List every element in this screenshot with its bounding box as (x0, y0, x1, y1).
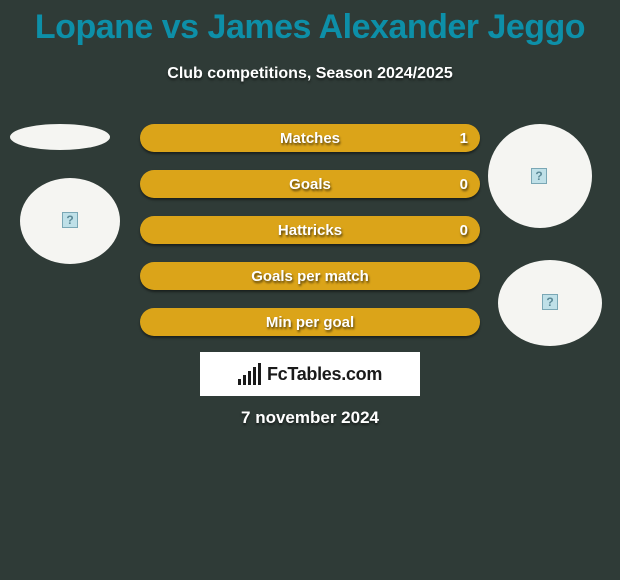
stat-label: Goals per match (140, 262, 480, 290)
comparison-infographic: Lopane vs James Alexander Jeggo Club com… (0, 0, 620, 580)
stat-label: Min per goal (140, 308, 480, 336)
placeholder-icon: ? (542, 294, 558, 310)
logo-text: FcTables.com (267, 364, 382, 385)
stat-value-right: 0 (460, 216, 468, 244)
date: 7 november 2024 (0, 408, 620, 428)
placeholder-icon: ? (62, 212, 78, 228)
stat-row-hattricks: Hattricks 0 (140, 216, 480, 244)
stat-value-right: 0 (460, 170, 468, 198)
title-player2: James Alexander Jeggo (208, 8, 586, 46)
title-player1: Lopane (35, 8, 153, 46)
stat-row-goals-per-match: Goals per match (140, 262, 480, 290)
stat-row-matches: Matches 1 (140, 124, 480, 152)
stat-label: Goals (140, 170, 480, 198)
title-vs: vs (162, 8, 199, 46)
logo-box: FcTables.com (200, 352, 420, 396)
page-title: Lopane vs James Alexander Jeggo (0, 0, 620, 47)
stat-row-goals: Goals 0 (140, 170, 480, 198)
stat-value-right: 1 (460, 124, 468, 152)
placeholder-icon: ? (531, 168, 547, 184)
stat-row-min-per-goal: Min per goal (140, 308, 480, 336)
stats-table: Matches 1 Goals 0 Hattricks 0 Goals per … (140, 124, 480, 354)
stat-label: Hattricks (140, 216, 480, 244)
logo-bars-icon (238, 363, 261, 385)
stat-label: Matches (140, 124, 480, 152)
subtitle: Club competitions, Season 2024/2025 (0, 65, 620, 83)
player1-flag-icon (10, 124, 110, 150)
